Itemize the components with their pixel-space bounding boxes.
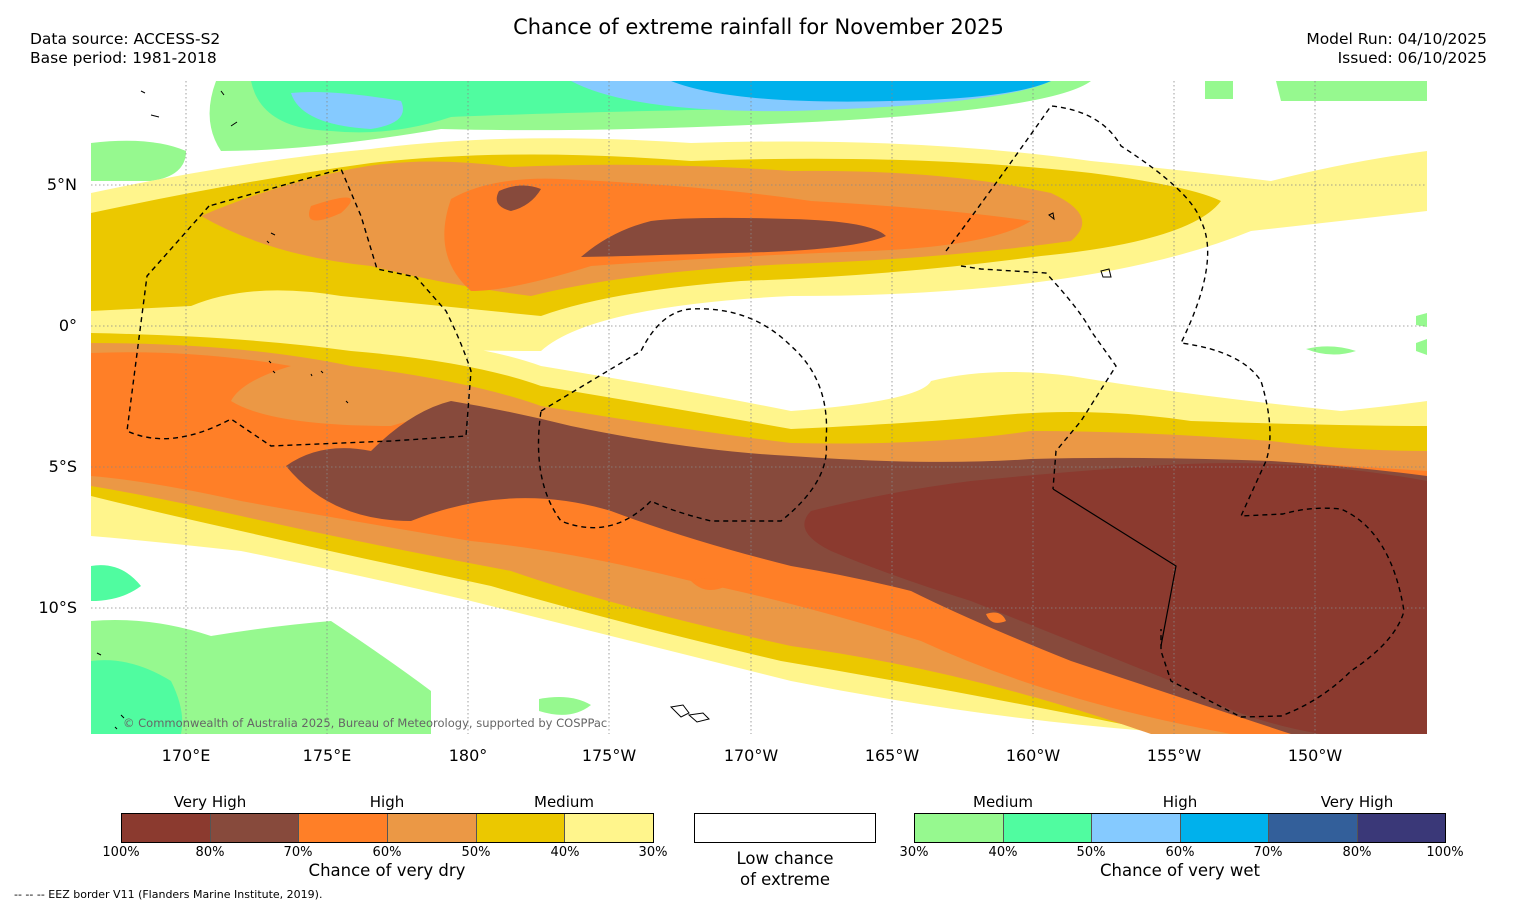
eez-kiribati-line	[945, 105, 1405, 718]
model-run: Model Run: 04/10/2025	[1306, 30, 1487, 48]
wet-patch-ne	[1205, 81, 1427, 101]
lon-label-150w: 150°W	[1287, 746, 1343, 765]
lat-label-5s: 5°S	[48, 457, 77, 476]
wet-blob-east-2	[1416, 313, 1427, 355]
wet-tick-80: 80%	[1342, 845, 1372, 860]
dry-legend-title-medium: Medium	[534, 793, 594, 811]
map-canvas	[91, 81, 1427, 734]
dry-tick-50: 50%	[461, 845, 491, 860]
run-info: Model Run: 04/10/2025 Issued: 06/10/2025	[1306, 30, 1487, 68]
wet-swatch-30-40	[915, 814, 1003, 842]
data-source: Data source: ACCESS-S2	[30, 30, 221, 48]
wet-swatch-80-100	[1356, 814, 1445, 842]
lon-label-160w: 160°W	[1005, 746, 1061, 765]
issued-date: Issued: 06/10/2025	[1337, 49, 1487, 67]
data-info: Data source: ACCESS-S2 Base period: 1981…	[30, 30, 220, 68]
dry-legend-title-very-high: Very High	[173, 793, 247, 811]
lon-label-170e: 170°E	[161, 746, 211, 765]
dry-legend-label: Chance of very dry	[308, 861, 466, 880]
lon-label-170w: 170°W	[723, 746, 779, 765]
eez-tokelau	[537, 308, 828, 529]
wet-tick-30: 30%	[899, 845, 929, 860]
islands	[96, 90, 1112, 730]
wet-swatch-40-50	[1002, 814, 1091, 842]
wet-tick-60: 60%	[1165, 845, 1195, 860]
dry-swatch-100-80	[122, 814, 210, 842]
wet-blob-east-1	[1306, 346, 1356, 355]
lon-label-175w: 175°W	[581, 746, 637, 765]
wet-patch-w	[91, 140, 186, 181]
dry-tick-70: 70%	[283, 845, 313, 860]
map-gridlines	[91, 81, 1427, 734]
eez-phoenix	[960, 265, 1117, 490]
dry-tick-60: 60%	[372, 845, 402, 860]
lat-label-0: 0°	[58, 316, 77, 335]
dry-swatch-80-70	[209, 814, 299, 842]
rainfall-map	[91, 81, 1427, 734]
lon-label-180: 180°	[448, 746, 488, 765]
dry-tick-30: 30%	[638, 845, 668, 860]
dry-swatch-50-40	[475, 814, 565, 842]
lon-label-155w: 155°W	[1146, 746, 1202, 765]
dry-swatch-40-30	[564, 814, 654, 842]
lat-label-5n: 5°N	[46, 175, 77, 194]
wet-swatch-50-60	[1091, 814, 1180, 842]
wet-legend-title-high: High	[1162, 793, 1198, 811]
wet-sw-medium2	[91, 565, 183, 734]
dry-tick-100: 100%	[102, 845, 140, 860]
wet-legend-title-very-high: Very High	[1320, 793, 1394, 811]
dry-colorbar	[121, 813, 654, 843]
lon-label-165w: 165°W	[864, 746, 920, 765]
dry-legend-title-high: High	[369, 793, 405, 811]
wet-tick-100: 100%	[1426, 845, 1464, 860]
base-period: Base period: 1981-2018	[30, 49, 217, 67]
dry-swatch-70-60	[298, 814, 388, 842]
wet-tick-40: 40%	[988, 845, 1018, 860]
low-chance-label: Low chance of extreme	[685, 848, 885, 890]
eez-border-solid	[1052, 488, 1177, 647]
wet-blob-south	[539, 697, 591, 715]
lon-label-175e: 175°E	[302, 746, 352, 765]
lat-label-10s: 10°S	[38, 598, 77, 617]
dry-tick-40: 40%	[550, 845, 580, 860]
copyright-notice: © Commonwealth of Australia 2025, Bureau…	[123, 716, 608, 730]
eez-borders	[126, 105, 1405, 718]
wet-legend-label: Chance of very wet	[1100, 861, 1260, 880]
eez-kiribati-gilberts	[126, 168, 472, 447]
dry-tick-80: 80%	[195, 845, 225, 860]
wet-band-north-vhigh	[671, 81, 1051, 102]
dry-north-vhigh	[496, 185, 886, 257]
wet-swatch-70-80	[1268, 814, 1357, 842]
wet-swatch-60-70	[1179, 814, 1268, 842]
wet-tick-50: 50%	[1076, 845, 1106, 860]
dry-south-small-orange	[691, 577, 1006, 623]
eez-footnote: -- -- -- EEZ border V11 (Flanders Marine…	[14, 888, 323, 901]
dry-swatch-60-50	[387, 814, 476, 842]
low-chance-swatch	[694, 813, 876, 843]
map-title: Chance of extreme rainfall for November …	[513, 15, 1004, 39]
dry-south-vhigh-extreme	[804, 463, 1427, 734]
wet-tick-70: 70%	[1253, 845, 1283, 860]
low-chance-line2: of extreme	[739, 870, 831, 889]
low-chance-line1: Low chance	[736, 849, 834, 868]
wet-colorbar	[914, 813, 1446, 843]
wet-legend-title-medium: Medium	[973, 793, 1033, 811]
